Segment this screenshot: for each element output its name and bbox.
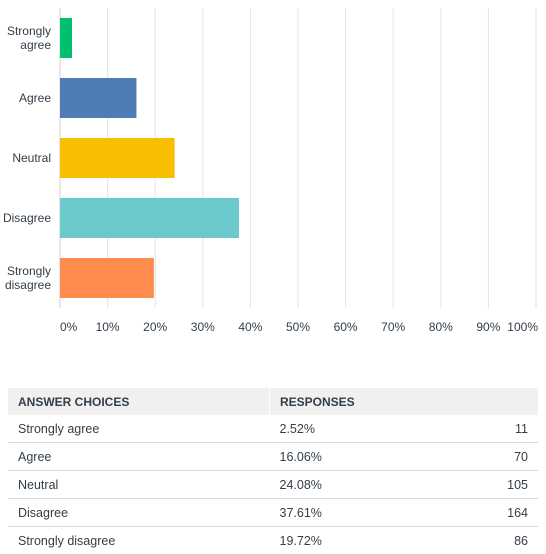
response-count: 11: [450, 415, 539, 443]
x-tick-label: 100%: [507, 320, 538, 334]
x-tick-label: 30%: [191, 320, 215, 334]
bar: [60, 138, 175, 178]
responses-table: ANSWER CHOICES RESPONSES Strongly agree …: [8, 388, 538, 554]
answer-choice: Strongly disagree: [8, 527, 270, 554]
x-tick-label: 50%: [286, 320, 310, 334]
response-percent: 2.52%: [270, 415, 450, 443]
x-tick-label: 90%: [476, 320, 500, 334]
x-tick-label: 40%: [238, 320, 262, 334]
response-percent: 19.72%: [270, 527, 450, 554]
bar: [60, 198, 239, 238]
y-tick-label: Neutral: [12, 151, 51, 165]
bar-chart: 0% 10% 20% 30% 40% 50% 60% 70% 80% 90% 100% Strongl…: [0, 0, 546, 345]
bar: [60, 258, 154, 298]
bar: [60, 18, 72, 58]
y-tick-label: Disagree: [3, 211, 51, 225]
response-count: 105: [450, 471, 539, 499]
header-answer-choices: ANSWER CHOICES: [8, 388, 270, 415]
bar: [60, 78, 136, 118]
table-row: Neutral 24.08% 105: [8, 471, 538, 499]
answer-choice: Strongly agree: [8, 415, 270, 443]
response-percent: 37.61%: [270, 499, 450, 527]
table-header-row: ANSWER CHOICES RESPONSES: [8, 388, 538, 415]
y-tick-label: Agree: [19, 91, 51, 105]
response-percent: 24.08%: [270, 471, 450, 499]
table-row: Agree 16.06% 70: [8, 443, 538, 471]
x-tick-label: 20%: [143, 320, 167, 334]
x-tick-label: 60%: [334, 320, 358, 334]
x-tick-label: 10%: [96, 320, 120, 334]
header-responses: RESPONSES: [270, 388, 539, 415]
x-tick-label: 0%: [60, 320, 78, 334]
table-row: Disagree 37.61% 164: [8, 499, 538, 527]
response-count: 70: [450, 443, 539, 471]
x-tick-label: 80%: [429, 320, 453, 334]
response-count: 86: [450, 527, 539, 554]
response-count: 164: [450, 499, 539, 527]
table-row: Strongly disagree 19.72% 86: [8, 527, 538, 554]
x-tick-label: 70%: [381, 320, 405, 334]
response-percent: 16.06%: [270, 443, 450, 471]
table-row: Strongly agree 2.52% 11: [8, 415, 538, 443]
answer-choice: Agree: [8, 443, 270, 471]
answer-choice: Disagree: [8, 499, 270, 527]
answer-choice: Neutral: [8, 471, 270, 499]
